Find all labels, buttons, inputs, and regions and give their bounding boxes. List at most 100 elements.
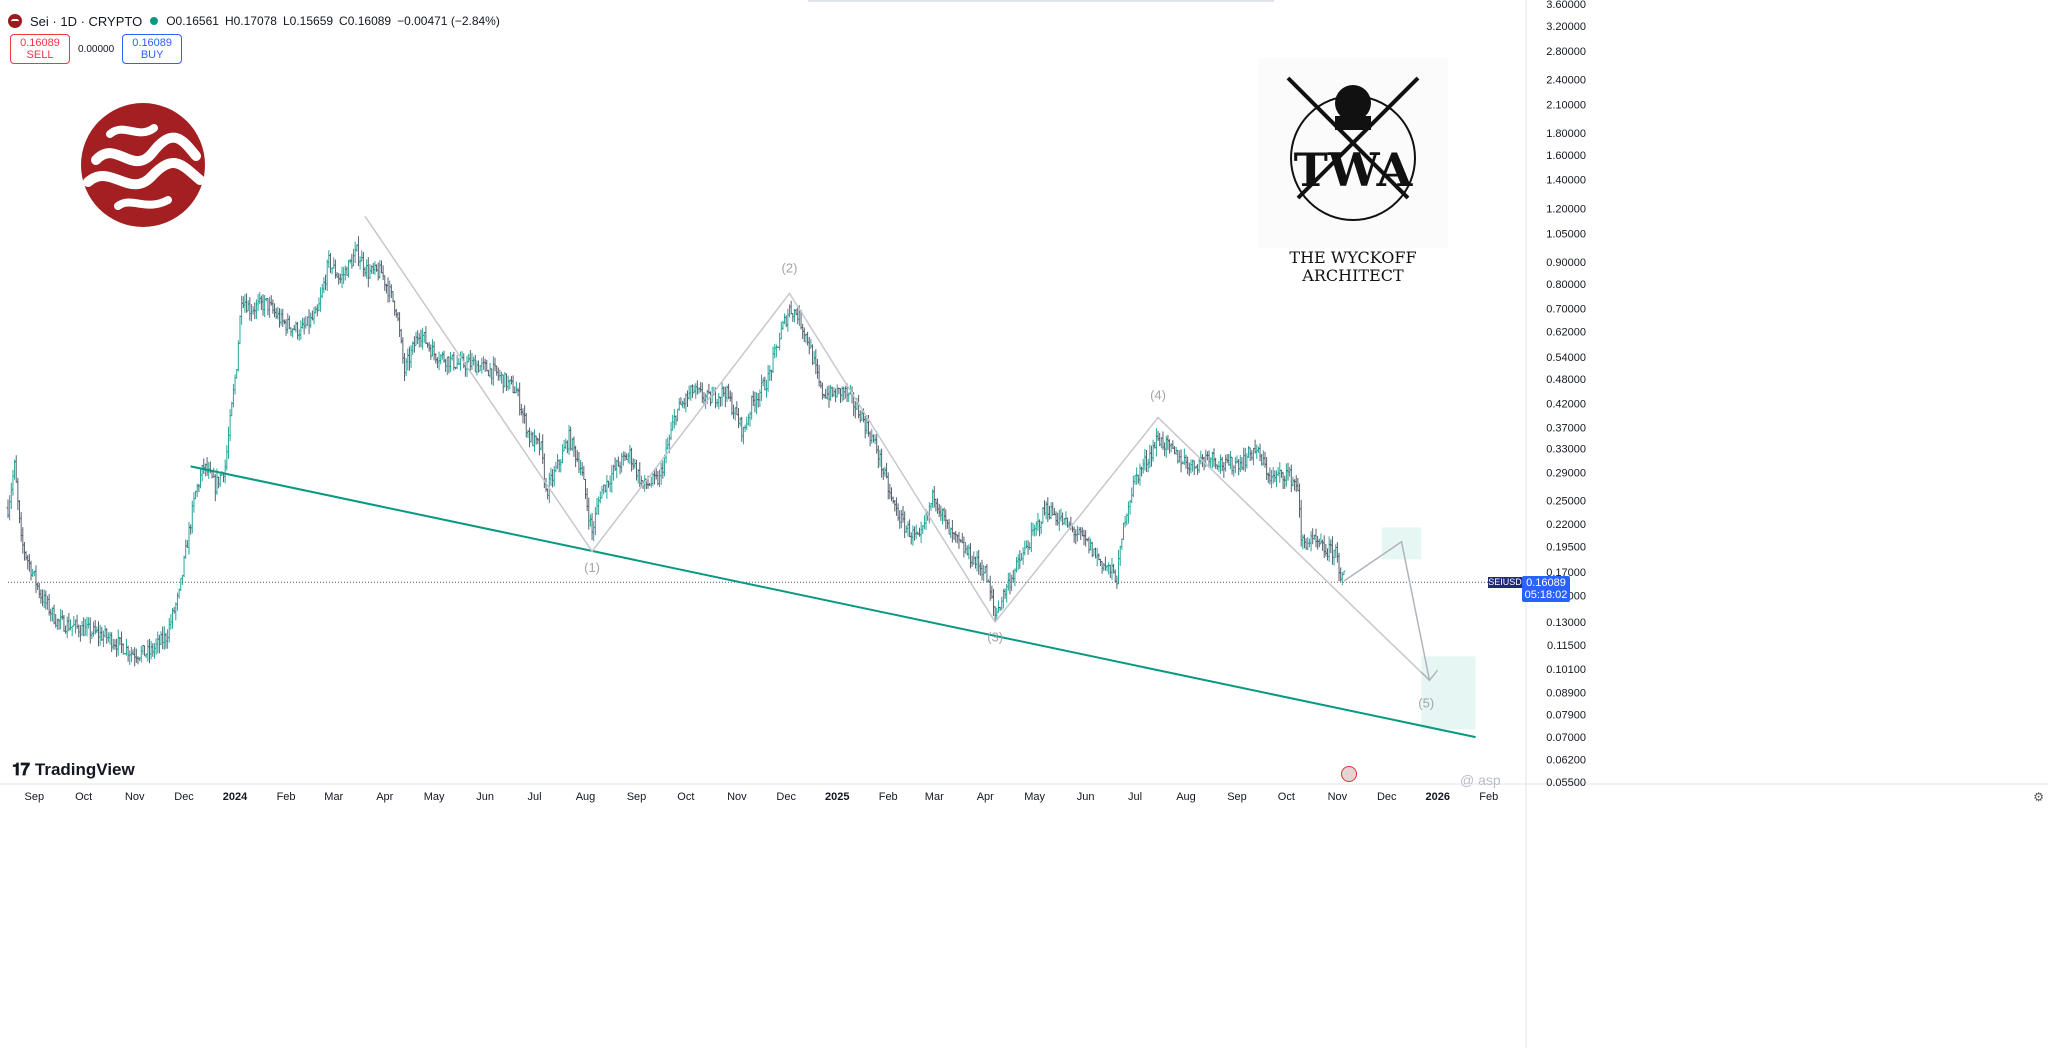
spread-value: 0.00000	[78, 43, 115, 55]
ohlc-bar	[228, 409, 232, 442]
ohlc-bar	[1156, 430, 1160, 442]
ohlc-bar	[205, 457, 209, 476]
ohlc-bar	[784, 315, 788, 328]
ohlc-bar	[141, 644, 145, 655]
ohlc-bar	[59, 609, 63, 630]
ohlc-bar	[325, 259, 329, 292]
sell-button[interactable]: 0.16089 SELL	[10, 34, 70, 64]
ohlc-bar	[1118, 545, 1122, 566]
ohlc-bar	[899, 509, 903, 529]
ohlc-bar	[1268, 467, 1272, 485]
ohlc-bar	[505, 373, 509, 391]
ohlc-bar	[485, 359, 489, 372]
ohlc-bar	[919, 521, 923, 544]
ohlc-bar	[1092, 548, 1096, 557]
ohlc-bar	[582, 466, 586, 481]
symbol-name[interactable]: Sei · 1D · CRYPTO	[30, 13, 143, 29]
ohlc-bar	[583, 479, 587, 499]
ohlc-bar	[592, 521, 596, 542]
ohlc-bar	[906, 521, 910, 537]
ohlc-bar	[179, 577, 183, 591]
ohlc-bar	[1293, 479, 1297, 491]
ohlc-bar	[87, 617, 91, 629]
ohlc-bar	[16, 477, 20, 511]
ohlc-bar	[1215, 464, 1219, 470]
ohlc-bar	[49, 608, 53, 622]
ohlc-bar	[129, 647, 133, 663]
ohlc-bar	[890, 487, 894, 502]
ohlc-bar	[1117, 549, 1121, 585]
y-tick-label: 0.06200	[1546, 755, 1586, 767]
ohlc-bar	[324, 274, 328, 291]
ohlc-bar	[605, 474, 609, 499]
x-tick-label: 2024	[223, 791, 248, 803]
ohlc-bar	[501, 374, 505, 394]
ohlc-bar	[658, 469, 662, 488]
ohlc-bar	[975, 551, 979, 572]
buy-button[interactable]: 0.16089 BUY	[122, 34, 183, 64]
ohlc-bar	[249, 304, 253, 322]
ohlc-bar	[406, 348, 410, 371]
ohlc-bar	[536, 437, 540, 445]
ohlc-bar	[1276, 467, 1280, 477]
ohlc-bar	[931, 489, 935, 508]
ohlc-bar	[685, 390, 689, 407]
ohlc-bar	[791, 313, 795, 322]
ohlc-bar	[327, 250, 331, 269]
ohlc-bar	[556, 454, 560, 470]
settings-gear-icon[interactable]: ⚙	[2033, 790, 2044, 804]
ohlc-bar	[523, 405, 527, 424]
ohlc-bar	[1089, 538, 1093, 551]
tradingview-brand[interactable]: 𝟏𝟕 TradingView	[12, 760, 135, 780]
ohlc-bar	[809, 338, 813, 349]
ohlc-bar	[669, 421, 673, 441]
x-tick-label: Dec	[1377, 791, 1397, 803]
ohlc-bar	[1222, 462, 1226, 478]
author-watermark: @ asp	[1460, 772, 1501, 788]
ohlc-bar	[1098, 558, 1102, 567]
ohlc-bar	[728, 390, 732, 402]
ohlc-bar	[873, 434, 877, 445]
ohlc-low: L0.15659	[282, 14, 334, 28]
ohlc-bar	[883, 466, 887, 477]
ohlc-bar	[139, 645, 143, 663]
ohlc-bar	[161, 626, 165, 650]
y-tick-label: 0.33000	[1546, 444, 1586, 456]
ohlc-bar	[1242, 447, 1246, 471]
ohlc-bar	[1326, 548, 1330, 561]
ohlc-bar	[98, 624, 102, 646]
ohlc-open: O0.16561	[166, 14, 219, 28]
ohlc-bar	[1275, 470, 1279, 488]
ohlc-bar	[93, 620, 97, 635]
ohlc-bar	[743, 424, 747, 433]
ohlc-bar	[773, 344, 777, 359]
ohlc-bar	[467, 353, 471, 363]
ohlc-bar	[829, 384, 833, 401]
ohlc-bar	[1279, 469, 1283, 478]
ohlc-bar	[557, 459, 561, 473]
ohlc-bar	[202, 458, 206, 474]
ohlc-bar	[37, 582, 41, 599]
y-tick-label: 0.08900	[1546, 687, 1586, 699]
ohlc-bar	[676, 408, 680, 422]
ohlc-bar	[970, 555, 974, 567]
ohlc-bar	[172, 606, 176, 614]
ohlc-bar	[365, 259, 369, 279]
ohlc-bar	[825, 386, 829, 400]
ohlc-bar	[753, 391, 757, 413]
ohlc-bar	[868, 431, 872, 447]
ohlc-bar	[472, 356, 476, 366]
ohlc-bar	[1149, 445, 1153, 467]
wave-label: (2)	[782, 261, 798, 276]
ohlc-bar	[495, 365, 499, 376]
ohlc-bar	[968, 543, 972, 569]
us-flag-icon[interactable]	[1341, 766, 1357, 782]
buy-label: BUY	[140, 49, 164, 61]
ohlc-bar	[1214, 457, 1218, 469]
ohlc-bar	[449, 352, 453, 372]
ohlc-bar	[213, 474, 217, 502]
ohlc-bar	[78, 624, 82, 642]
ohlc-bar	[378, 260, 382, 279]
